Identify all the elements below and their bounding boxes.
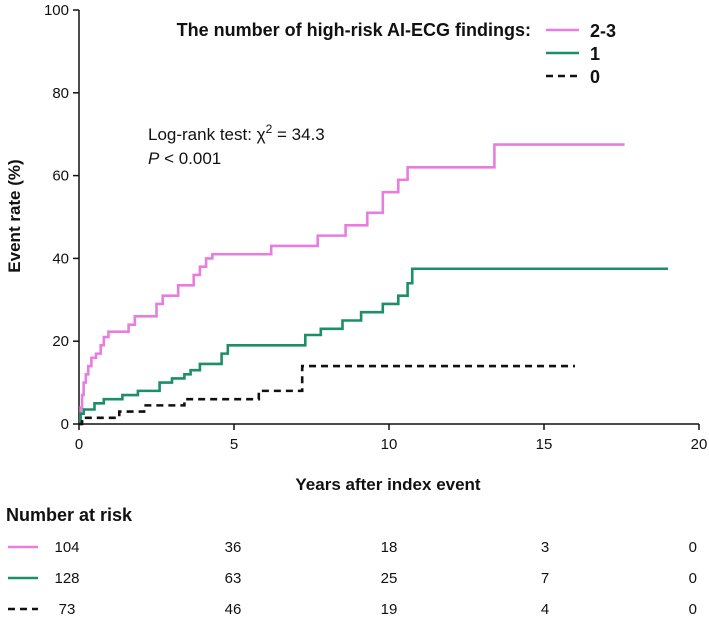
x-tick-label: 0: [75, 436, 83, 453]
logrank-value: = 34.3: [272, 125, 324, 144]
legend-title: The number of high-risk AI-ECG findings:: [177, 20, 531, 40]
risk-count: 46: [225, 601, 242, 618]
chi-superscript: 2: [266, 122, 273, 136]
y-tick-label: 0: [61, 416, 69, 433]
series-layer: [79, 143, 668, 426]
risk-count: 63: [225, 570, 242, 587]
risk-table-title: Number at risk: [6, 505, 133, 525]
y-tick-label: 80: [52, 85, 69, 102]
logrank-annotation: Log-rank test: χ2 = 34.3: [148, 122, 325, 144]
pvalue-annotation: P < 0.001: [148, 149, 221, 168]
risk-count: 7: [541, 570, 549, 587]
y-tick-label: 60: [52, 168, 69, 185]
series-line-1: [79, 267, 668, 426]
y-tick-label: 40: [52, 250, 69, 267]
risk-count: 19: [381, 601, 398, 618]
x-axis-title: Years after index event: [295, 475, 481, 494]
y-tick-label: 100: [44, 2, 69, 19]
risk-table: 104 36 18 3 0 128 63 25 7 0 73 46 19 4 0: [8, 539, 697, 618]
risk-count: 0: [689, 570, 697, 587]
series-line-2-3: [79, 143, 625, 426]
legend-label-0: 0: [590, 67, 600, 87]
risk-count: 0: [689, 539, 697, 556]
x-tick-label: 10: [381, 436, 398, 453]
risk-count: 25: [381, 570, 398, 587]
risk-count: 3: [541, 539, 549, 556]
risk-count: 4: [541, 601, 549, 618]
legend: 2-3 1 0: [546, 21, 616, 87]
series-line-0: [79, 364, 575, 426]
risk-count: 0: [689, 601, 697, 618]
x-tick-label: 15: [536, 436, 553, 453]
risk-count: 18: [381, 539, 398, 556]
logrank-label: Log-rank test: χ: [148, 125, 266, 144]
risk-count: 104: [54, 539, 79, 556]
x-tick-label: 20: [691, 436, 708, 453]
p-symbol: P: [148, 149, 160, 168]
legend-label-2-3: 2-3: [590, 21, 616, 41]
risk-count: 73: [59, 601, 76, 618]
legend-label-1: 1: [590, 44, 600, 64]
risk-count: 128: [54, 570, 79, 587]
y-tick-label: 20: [52, 333, 69, 350]
risk-count: 36: [225, 539, 242, 556]
x-tick-label: 5: [230, 436, 238, 453]
y-axis-title: Event rate (%): [5, 159, 24, 272]
p-value: < 0.001: [159, 149, 221, 168]
